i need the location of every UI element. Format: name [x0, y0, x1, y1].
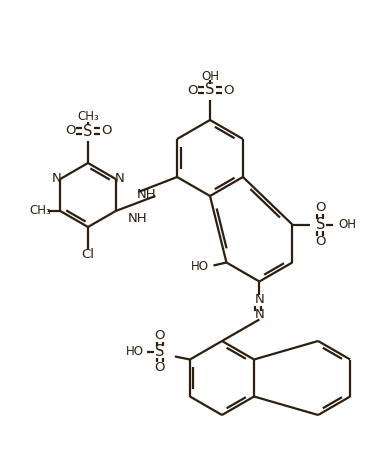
Text: HO: HO	[126, 345, 144, 358]
Text: OH: OH	[201, 71, 219, 83]
Text: Cl: Cl	[81, 249, 94, 261]
Text: N: N	[51, 172, 61, 186]
Text: OH: OH	[338, 218, 356, 231]
Text: S: S	[83, 123, 93, 138]
Text: O: O	[155, 329, 165, 342]
Text: N: N	[254, 308, 264, 321]
Text: CH₃: CH₃	[77, 111, 99, 123]
Text: N: N	[254, 293, 264, 306]
Text: N: N	[115, 172, 124, 186]
Text: CH₃: CH₃	[29, 204, 51, 218]
Text: O: O	[65, 124, 75, 138]
Text: O: O	[155, 361, 165, 374]
Text: S: S	[316, 217, 325, 232]
Text: NH: NH	[137, 187, 156, 201]
Text: HO: HO	[190, 260, 208, 273]
Text: O: O	[223, 83, 233, 97]
Text: NH: NH	[128, 212, 148, 226]
Text: S: S	[205, 82, 215, 97]
Text: O: O	[315, 235, 326, 248]
Text: O: O	[101, 124, 111, 138]
Text: O: O	[187, 83, 197, 97]
Text: S: S	[155, 344, 165, 359]
Text: O: O	[315, 201, 326, 214]
